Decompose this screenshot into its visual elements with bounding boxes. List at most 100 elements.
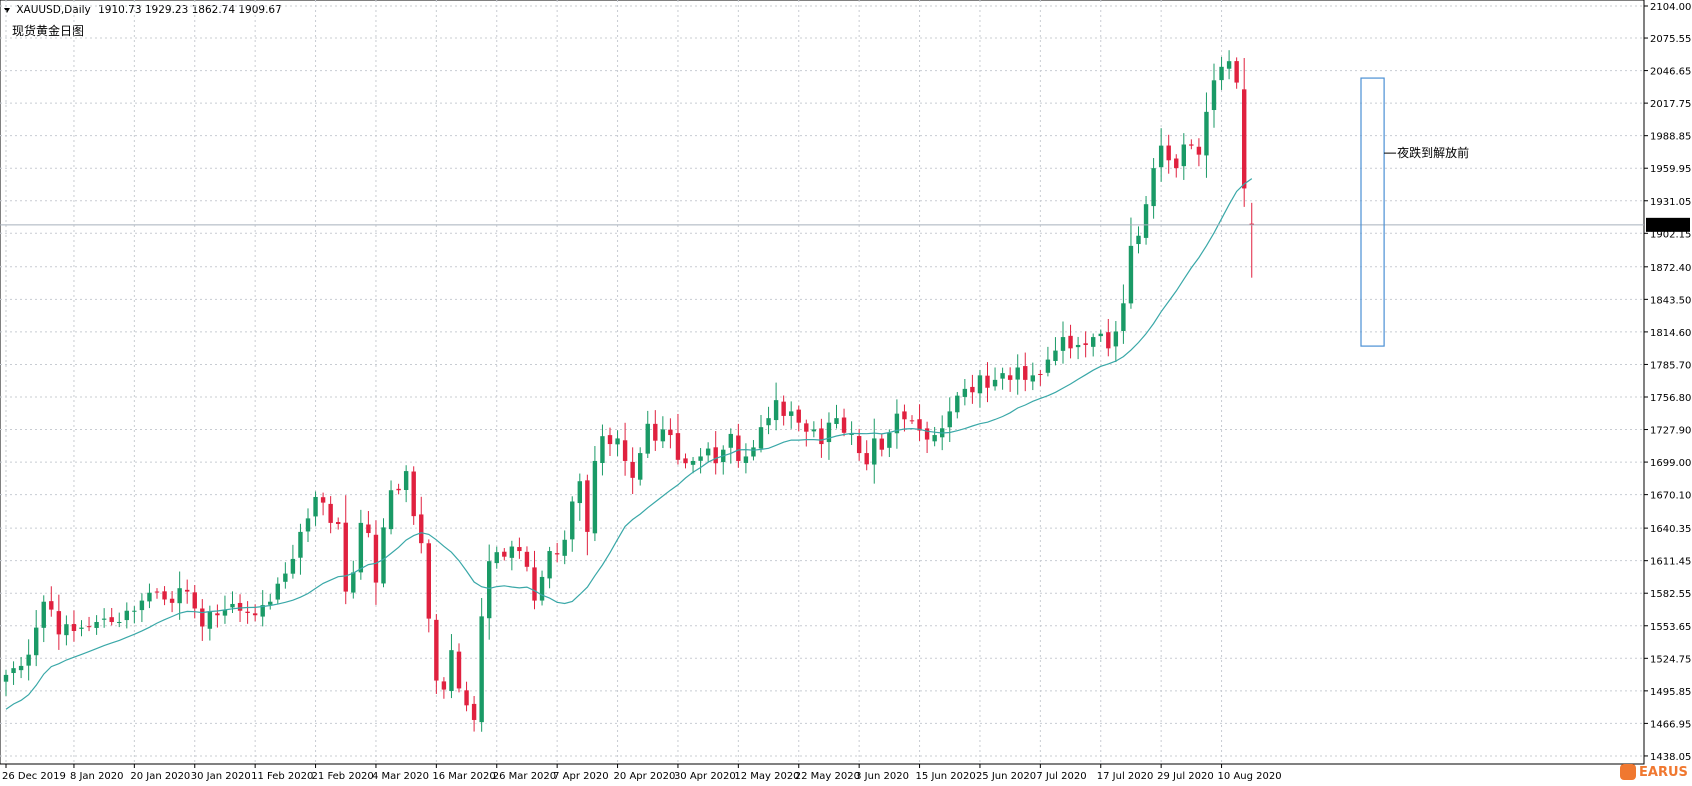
candle-bear [456,651,462,689]
candle-bull [79,627,84,629]
candle-bull [947,411,952,428]
candle-bull [449,650,454,692]
candle-bull [849,433,854,435]
candle-bull [268,601,273,605]
candle-bull [351,572,356,593]
candle-bear [252,613,258,616]
watermark: EARUS [1620,762,1688,782]
y-tick-label: 1756.80 [1650,393,1691,404]
plot-frame [0,0,1645,765]
candle-bull [1226,61,1232,69]
candle-bull [26,654,31,666]
candle-bear [320,497,326,503]
candle-bull [743,456,749,463]
candle-bull [41,601,46,628]
candle-bull [358,522,364,573]
candle-bull [645,423,650,454]
candle-bull [1060,337,1066,351]
candle-bull [690,460,696,465]
x-axis: 26 Dec 2019 8 Jan 2020 20 Jan 2020 30 Jan 2… [2,764,1282,782]
symbol-label: XAUUSD,Daily [16,4,91,16]
candle-bull [298,531,303,558]
candle-bull [1219,66,1224,81]
candle-bull [207,611,213,629]
y-tick-label: 1959.95 [1650,164,1691,175]
candle-bull [101,618,107,620]
candle-bear [924,428,930,440]
candle-bear [1007,375,1013,380]
x-tick-label: 20 Jan 2020 [130,771,190,782]
candle-bull [1030,375,1035,382]
y-tick-label: 1438.05 [1650,752,1691,763]
candle-bull [1158,145,1164,168]
candle-bull [139,600,145,611]
candle-bear [419,514,424,544]
candle-bull [1204,111,1209,156]
candle-bear [1038,373,1043,375]
candle-bull [1121,303,1126,331]
candle-bear [909,420,915,422]
candle-bull [1091,337,1096,347]
x-tick-label: 3 Jun 2020 [855,771,909,782]
candle-bull [1113,331,1119,347]
candle-bull [962,388,968,397]
y-tick-label: 1611.45 [1650,557,1691,568]
candle-bull [773,400,779,421]
candle-bull [1045,359,1051,373]
candle-bull [3,674,9,682]
chart-header: XAUUSD,Daily 1910.73 1929.23 1862.74 190… [4,4,282,16]
candle-bull [64,624,69,636]
candle-bull [1075,344,1081,348]
chart-title: 现货黄金日图 [12,24,85,38]
x-tick-label: 10 Aug 2020 [1218,771,1282,782]
triangle-down-icon [4,7,10,13]
candle-bull [1053,350,1058,361]
candle-bear [192,592,197,609]
candle-bear [1174,158,1179,169]
x-tick-label: 11 Feb 2020 [251,771,313,782]
current-price-label-text: 1909.67 [1649,221,1690,232]
current-price-label-bg [1646,217,1690,232]
candle-bull [275,583,280,600]
candle-bear [554,553,560,555]
candle-bear [200,608,205,627]
candle-bull [992,379,998,387]
candle-bull [932,435,937,442]
x-tick-label: 30 Apr 2020 [674,771,736,782]
candle-bear [1234,61,1239,83]
candle-bear [864,453,869,465]
y-tick-label: 1524.75 [1650,654,1691,665]
candle-bear [1106,332,1111,349]
candle-bear [154,591,160,593]
candle-bull [539,576,545,601]
candle-bull [728,433,733,448]
candle-bull [660,429,666,442]
candle-bull [600,436,605,464]
y-tick-label: 1466.95 [1650,719,1691,730]
candle-bull [1211,80,1217,111]
candle-bear [683,458,688,464]
annotation-text: 夜跌到解放前 [1397,145,1469,160]
candle-bear [471,703,477,720]
candle-bear [336,522,341,525]
candle-bear [1249,223,1254,225]
candle-bull [1015,367,1020,380]
candle-bull [1098,333,1103,337]
y-tick-label: 1902.15 [1650,229,1691,240]
candle-bear [86,626,92,628]
x-tick-label: 20 Apr 2020 [614,771,676,782]
candle-bull [638,453,643,480]
x-tick-label: 21 Feb 2020 [312,771,374,782]
y-tick-label: 1553.65 [1650,622,1691,633]
candle-bull [955,395,960,413]
candle-bear [1068,335,1073,349]
x-tick-label: 17 Jul 2020 [1097,771,1154,782]
candle-bull [94,621,99,628]
candle-bear [970,386,975,393]
candle-bear [343,522,348,592]
candle-bull [147,592,152,602]
y-tick-label: 2104.00 [1650,2,1691,13]
candle-bull [381,527,386,584]
candle-bull [872,438,877,465]
